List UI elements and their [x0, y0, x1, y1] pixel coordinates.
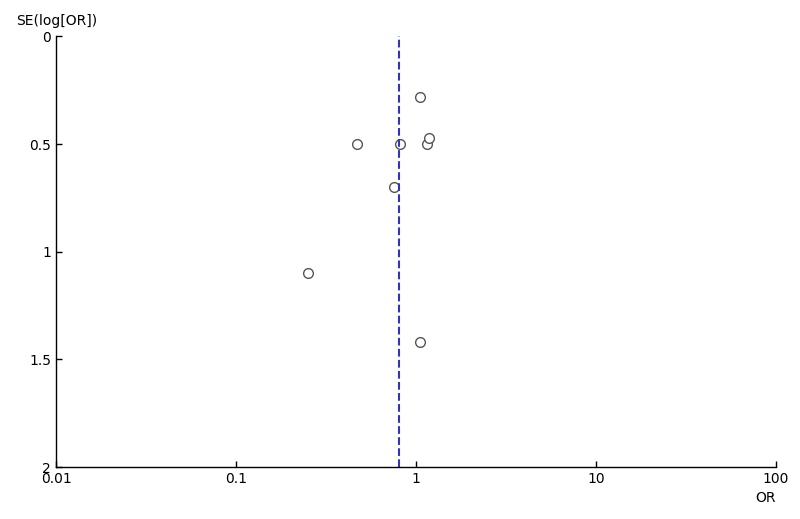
Text: OR: OR [755, 491, 776, 505]
Text: SE(log[OR]): SE(log[OR]) [17, 13, 98, 28]
